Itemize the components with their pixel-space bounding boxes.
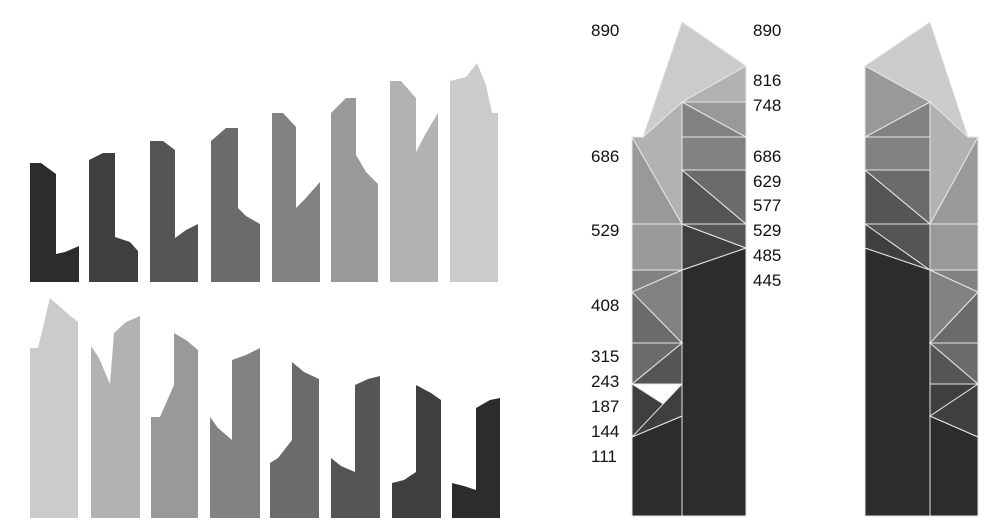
tower-base-segment	[864, 247, 931, 517]
value-label: 629	[753, 172, 781, 191]
bottom-row-piece	[30, 298, 78, 518]
value-label: 243	[591, 372, 619, 391]
shape-row-bottom	[30, 298, 500, 518]
top-row-piece	[30, 163, 79, 282]
value-label: 111	[591, 447, 617, 466]
bottom-row-piece	[331, 376, 380, 518]
top-row-piece	[331, 98, 378, 282]
top-row-piece	[211, 128, 260, 282]
top-row-piece	[89, 153, 138, 282]
tower-facet	[864, 65, 932, 138]
value-label: 816	[753, 71, 781, 90]
top-row-piece	[272, 113, 320, 282]
shape-row-top	[30, 63, 498, 282]
value-label: 445	[753, 271, 781, 290]
top-row-piece	[390, 81, 438, 282]
value-label: 529	[591, 221, 619, 240]
value-label: 144	[591, 422, 619, 441]
top-row-piece	[150, 141, 198, 282]
value-label: 408	[591, 296, 619, 315]
tower-base-segment	[681, 247, 747, 517]
value-label: 187	[591, 397, 619, 416]
tower-facet	[631, 382, 683, 438]
tower-facet	[681, 136, 747, 171]
value-label: 315	[591, 347, 619, 366]
tower-facet	[680, 65, 747, 103]
value-label: 748	[753, 96, 781, 115]
bottom-row-piece	[91, 316, 140, 518]
tower-facet	[929, 223, 979, 271]
value-label: 485	[753, 246, 781, 265]
value-label: 686	[591, 147, 619, 166]
tower-facet	[631, 223, 683, 271]
value-label: 890	[591, 21, 619, 40]
value-label: 577	[753, 196, 781, 215]
value-label: 890	[753, 21, 781, 40]
bottom-row-piece	[210, 348, 260, 518]
bottom-row-piece	[270, 362, 319, 518]
value-label: 686	[753, 147, 781, 166]
top-row-piece	[450, 63, 498, 282]
tower-facet	[864, 136, 931, 171]
bottom-row-piece	[392, 385, 441, 518]
bottom-row-piece	[452, 398, 500, 518]
stacked-tower-main	[630, 21, 748, 517]
bottom-row-piece	[151, 333, 198, 518]
stacked-tower-mirrored	[863, 21, 980, 517]
value-labels-left: 890 686 529 408 315 243 187 144 111	[591, 21, 619, 466]
value-label: 529	[753, 221, 781, 240]
value-labels-right: 890 816 748 686 629 577 529 485 445	[753, 21, 781, 290]
